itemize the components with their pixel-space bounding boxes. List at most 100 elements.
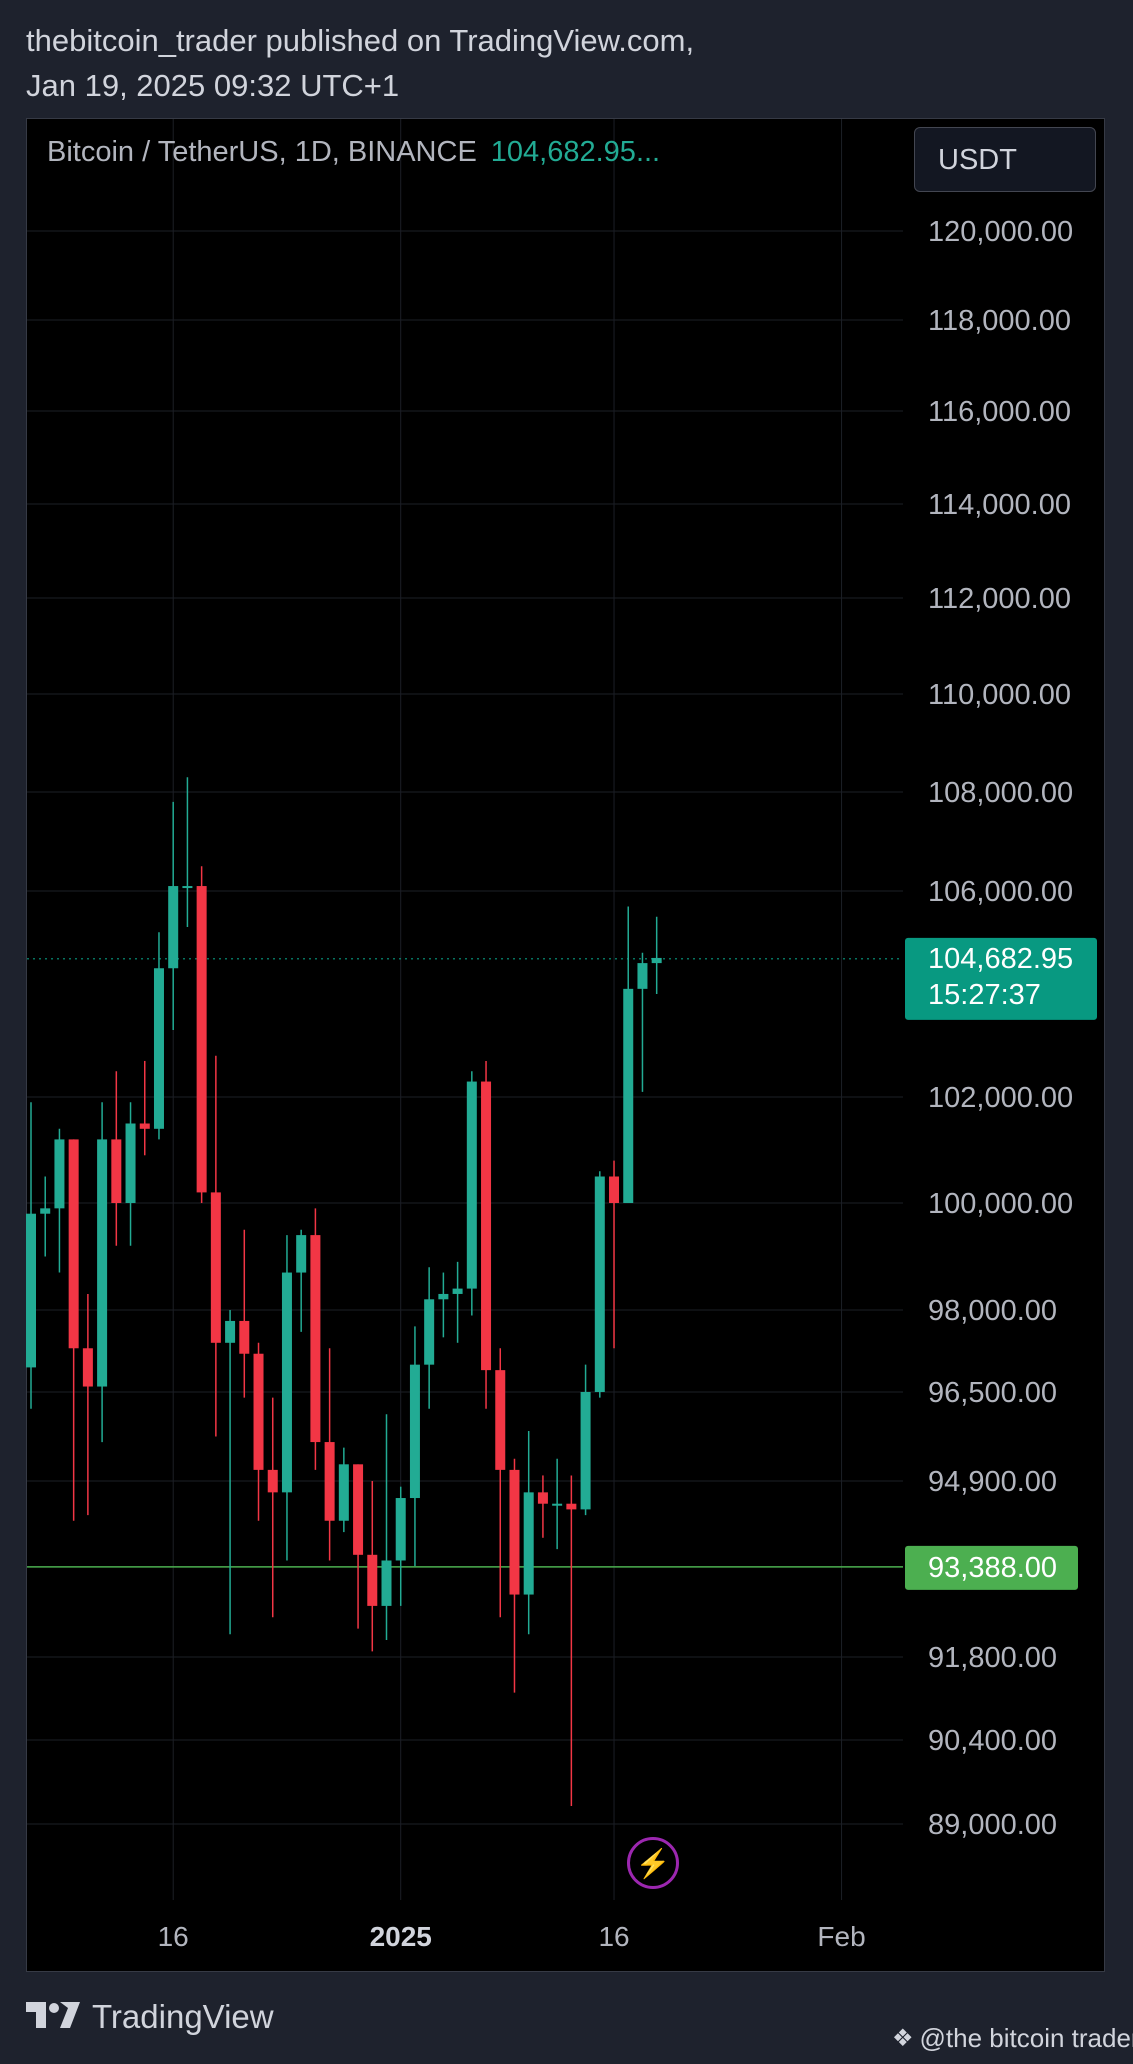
candle-body xyxy=(310,1235,321,1443)
candle-body xyxy=(637,963,648,989)
symbol-legend[interactable]: Bitcoin / TetherUS, 1D, BINANCE 104,682.9… xyxy=(47,136,660,169)
price-tick-label: 90,400.00 xyxy=(928,1725,1057,1757)
price-tick-label: 102,000.00 xyxy=(928,1082,1073,1114)
candle-body xyxy=(210,1192,221,1343)
candle-2025-01-12 xyxy=(552,1458,563,1550)
candle-2025-01-08 xyxy=(495,1348,506,1618)
candle-body xyxy=(353,1464,364,1555)
price-tick-label: 94,900.00 xyxy=(928,1466,1057,1498)
price-tick-label: 116,000.00 xyxy=(928,396,1071,428)
price-tick-label: 106,000.00 xyxy=(928,876,1073,908)
candle-body xyxy=(367,1554,378,1606)
candle-body xyxy=(26,1213,36,1368)
candle-2024-12-13 xyxy=(125,1102,136,1246)
publish-date: Jan 19, 2025 09:32 UTC+1 xyxy=(26,68,400,103)
candle-2024-12-31 xyxy=(381,1414,392,1640)
last-price-value: 104,682.95 xyxy=(928,943,1073,975)
candle-2024-12-28 xyxy=(338,1447,349,1533)
candle-2024-12-27 xyxy=(324,1348,335,1561)
candle-2024-12-22 xyxy=(253,1342,264,1521)
candle-2025-01-18 xyxy=(637,952,648,1092)
candle-2024-12-23 xyxy=(267,1397,278,1618)
candle-2024-12-18 xyxy=(196,866,207,1203)
symbol-name: Bitcoin / TetherUS, 1D, BINANCE xyxy=(47,136,477,168)
price-tick-label: 120,000.00 xyxy=(928,216,1073,248)
candle-body xyxy=(566,1503,577,1510)
candle-body xyxy=(424,1299,435,1365)
candle-body xyxy=(481,1081,492,1371)
candle-body xyxy=(495,1370,506,1470)
candle-2024-12-21 xyxy=(239,1229,250,1398)
price-tick-label: 118,000.00 xyxy=(928,305,1071,337)
candle-body xyxy=(381,1560,392,1606)
candle-2025-01-13 xyxy=(566,1475,577,1806)
candle-body xyxy=(552,1503,563,1506)
candle-body xyxy=(267,1469,278,1493)
candles xyxy=(26,777,662,1806)
currency-button[interactable]: USDT xyxy=(914,127,1096,192)
candle-body xyxy=(466,1081,477,1289)
flash-icon[interactable]: ⚡ xyxy=(627,1837,679,1889)
candle-body xyxy=(97,1139,108,1387)
candle-body xyxy=(82,1348,93,1387)
support-price-value: 93,388.00 xyxy=(928,1552,1057,1584)
candle-body xyxy=(68,1139,79,1349)
price-axis: 120,000.00 118,000.00 116,000.00 114,000.00… xyxy=(928,216,1073,1841)
candle-body xyxy=(139,1123,150,1129)
candle-body xyxy=(580,1392,591,1510)
publication-header: thebitcoin_trader published on TradingVi… xyxy=(26,18,694,108)
candle-body xyxy=(623,988,634,1203)
candle-body xyxy=(509,1469,520,1595)
price-tick-label: 112,000.00 xyxy=(928,583,1071,615)
time-tick-label: 16 xyxy=(598,1921,629,1952)
tradingview-logo-icon xyxy=(26,2002,80,2028)
candle-body xyxy=(196,886,207,1193)
candle-2025-01-10 xyxy=(523,1430,534,1635)
candle-body xyxy=(168,886,179,969)
candle-body xyxy=(40,1208,51,1214)
candle-2025-01-19 xyxy=(651,916,662,994)
candle-body xyxy=(438,1293,449,1300)
publisher-line: thebitcoin_trader published on TradingVi… xyxy=(26,23,695,58)
candle-2024-12-29 xyxy=(353,1464,364,1629)
time-axis: 16 2025 16 Feb xyxy=(158,1921,866,1952)
candle-body xyxy=(182,886,193,889)
candle-2025-01-15 xyxy=(594,1171,605,1398)
candle-2024-12-24 xyxy=(281,1235,292,1561)
candle-body xyxy=(537,1492,548,1504)
candle-body xyxy=(253,1353,264,1470)
candle-2024-12-11 xyxy=(97,1102,108,1443)
candle-2024-12-15 xyxy=(153,932,164,1140)
candle-2024-12-08 xyxy=(54,1128,65,1273)
candle-2024-12-10 xyxy=(82,1293,93,1516)
candle-2025-01-14 xyxy=(580,1364,591,1516)
candle-body xyxy=(409,1364,420,1499)
candle-body xyxy=(296,1235,307,1273)
candle-2024-12-12 xyxy=(111,1071,122,1246)
candle-2024-12-09 xyxy=(68,1139,79,1521)
bar-countdown: 15:27:37 xyxy=(928,979,1041,1011)
candle-body xyxy=(651,957,662,964)
candle-body xyxy=(609,1176,620,1203)
time-tick-label: 2025 xyxy=(370,1921,432,1952)
candle-2024-12-14 xyxy=(139,1060,150,1156)
candle-body xyxy=(153,968,164,1129)
candle-2024-12-06 xyxy=(26,1102,36,1409)
candle-body xyxy=(111,1139,122,1203)
author-watermark: ❖ @the bitcoin trader xyxy=(892,2023,1133,2054)
logo-text: TradingView xyxy=(92,1998,274,2035)
candle-2025-01-09 xyxy=(509,1458,520,1693)
tradingview-logo: TradingView xyxy=(26,1998,274,2036)
candle-2024-12-30 xyxy=(367,1481,378,1652)
candle-2024-12-25 xyxy=(296,1229,307,1332)
candle-2025-01-16 xyxy=(609,1160,620,1349)
candle-2024-12-16 xyxy=(168,801,179,1031)
candle-body xyxy=(225,1320,236,1343)
candle-2024-12-19 xyxy=(210,1055,221,1437)
time-tick-label: Feb xyxy=(817,1921,865,1952)
candle-2024-12-07 xyxy=(40,1176,51,1257)
price-tick-label: 98,000.00 xyxy=(928,1295,1057,1327)
candle-body xyxy=(54,1139,65,1209)
time-tick-label: 16 xyxy=(158,1921,189,1952)
